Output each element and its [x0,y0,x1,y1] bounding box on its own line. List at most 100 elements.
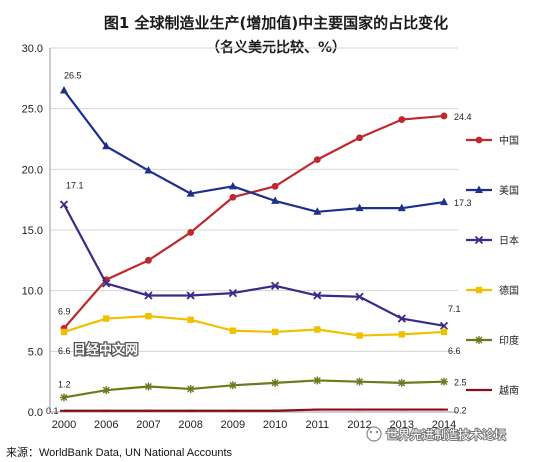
data-point [356,332,363,339]
series-line [64,408,444,412]
data-point [145,312,152,320]
data-point [271,378,280,387]
data-point [271,328,279,336]
legend-item: 越南 [466,384,519,397]
data-point [187,229,195,236]
watermark-bottom-right-text: 世界先进制造技术论坛 [386,428,506,442]
data-point [397,314,406,323]
legend-label: 印度 [499,334,519,347]
data-point [102,141,111,150]
series-德国 [60,312,448,339]
legend-label: 中国 [499,134,519,147]
data-point [313,156,321,164]
data-point [229,193,237,201]
data-label: 17.1 [66,181,84,191]
data-point [314,326,321,333]
y-tick-label: 30.0 [22,43,43,55]
legend-item: 日本 [466,234,519,247]
y-tick-label: 20.0 [22,164,43,176]
y-tick-label: 25.0 [22,104,43,116]
data-point [144,382,153,391]
data-label: 6.9 [58,306,71,316]
wechat-icon-eye-right [375,430,379,434]
wechat-icon-eye-left [369,430,373,434]
y-tick-label: 0.0 [28,407,43,419]
data-point [186,189,195,197]
x-tick-label: 2014 [432,419,456,431]
series-印度 [60,376,448,402]
watermark-bottom-right: 世界先进制造技术论坛 [366,426,507,443]
data-point [60,393,68,402]
data-point [271,182,279,190]
data-label: 7.1 [448,304,461,314]
data-point [271,196,280,204]
series-line [63,204,445,327]
data-point [144,291,153,300]
data-point [228,288,238,298]
data-point [186,384,195,393]
legend-label: 德国 [499,284,519,297]
legend-item: 印度 [466,334,519,347]
data-point [229,327,237,334]
y-tick-label: 5.0 [28,346,43,358]
legend-swatch-marker [475,336,483,344]
data-point [355,292,364,301]
data-label: 2.5 [454,378,467,388]
series-line [63,89,445,213]
x-tick-label: 2010 [263,419,287,431]
legend-swatch-marker [475,185,483,193]
x-tick-label: 2008 [178,419,202,431]
legend-label: 美国 [499,184,519,197]
data-point [440,112,448,120]
x-tick-label: 2009 [221,419,245,431]
source-note: 来源：WorldBank Data, UN National Accounts [6,445,232,459]
data-point [60,328,68,336]
data-point [313,376,322,385]
data-point [228,181,237,190]
data-point [228,381,237,390]
watermark-center-text: 日经中文网 [73,342,138,358]
data-point [440,328,448,336]
x-tick-label: 2006 [94,419,118,431]
data-point [355,377,364,386]
legend-swatch-marker [475,286,483,294]
series-中国 [60,112,448,332]
data-point [313,291,322,300]
data-label: 6.6 [448,346,461,356]
legend-item: 美国 [466,184,519,197]
data-point [440,197,448,206]
series-line [63,114,445,330]
series-line [63,379,445,399]
series-日本 [59,200,449,330]
series-越南 [60,408,448,412]
chart-title: 图1 全球制造业生产(增加值)中主要国家的占比变化 [104,14,448,32]
x-tick-label: 2011 [306,419,330,431]
data-label: 17.3 [454,198,472,208]
data-point [102,386,111,395]
data-label: 1.2 [58,379,71,389]
legend-swatch-marker [475,136,483,144]
x-tick-label: 2013 [390,419,414,431]
x-tick-label: 2000 [52,419,76,431]
series-line [63,315,445,337]
data-point [145,256,152,264]
data-point [398,331,405,338]
y-tick-label: 10.0 [22,286,43,298]
legend-item: 德国 [466,284,519,297]
data-point [270,281,280,290]
wechat-icon [366,426,382,442]
x-tick-label: 2007 [136,419,160,431]
data-label: 0.2 [454,406,467,416]
data-point [186,291,195,300]
data-point [439,321,449,330]
legend-swatch-marker [474,235,484,245]
data-point [440,377,448,386]
data-point [59,200,69,209]
data-point [103,315,110,322]
data-point [398,116,406,123]
data-label: 26.5 [64,70,82,80]
